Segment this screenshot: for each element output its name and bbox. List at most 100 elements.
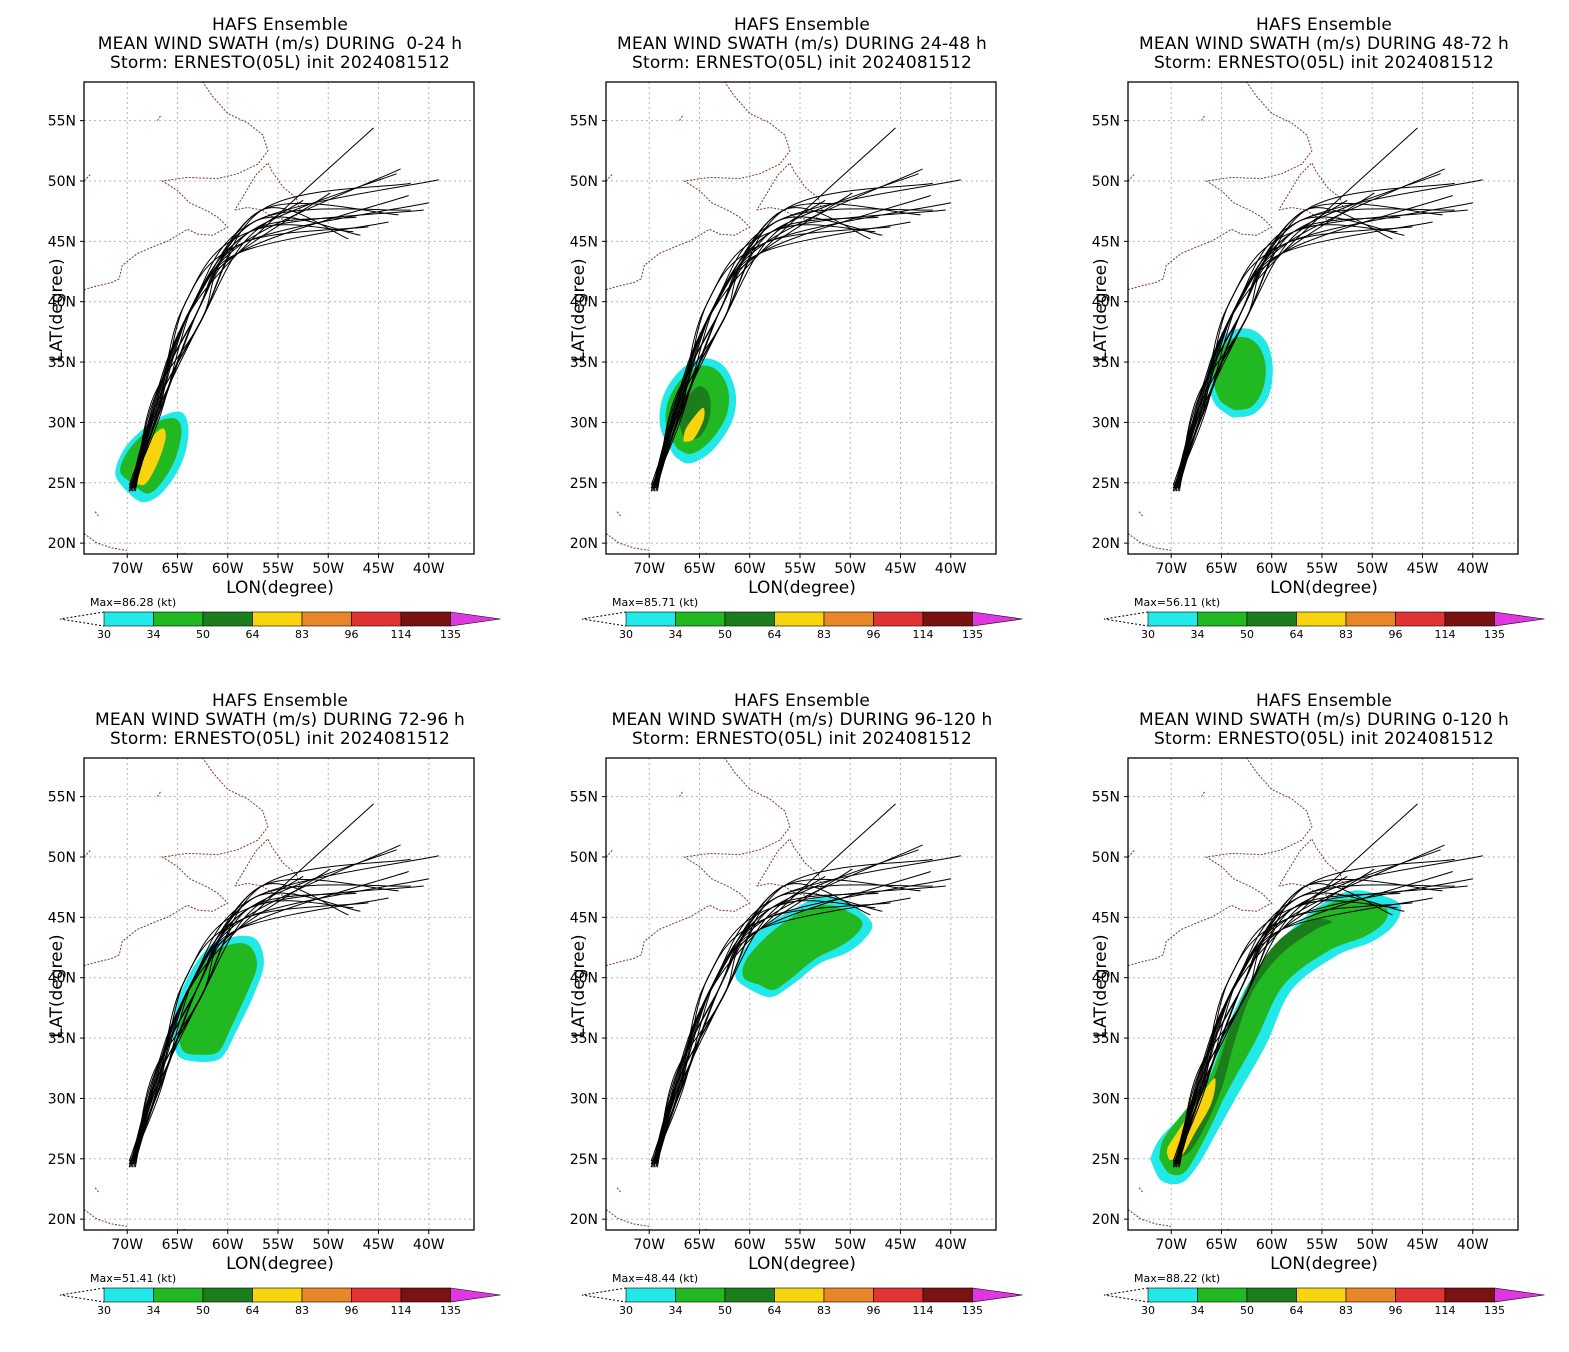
coast-segment-3 xyxy=(156,790,162,797)
colorbar-label: 96 xyxy=(1389,1304,1403,1317)
map-panel-24-48h: HAFS Ensemble MEAN WIND SWATH (m/s) DURI… xyxy=(542,0,1062,660)
colorbar-label: 30 xyxy=(619,628,633,641)
panel-title-line2: MEAN WIND SWATH (m/s) DURING 96-120 h xyxy=(611,710,993,730)
coast-segment-0 xyxy=(1128,82,1313,291)
lat-tick-label: 45N xyxy=(570,234,598,250)
track-15 xyxy=(650,868,853,1168)
colorbar-label: 135 xyxy=(962,628,983,641)
lon-tick-label: 60W xyxy=(212,1237,244,1253)
lat-tick-label: 55N xyxy=(1092,790,1120,806)
lat-tick-label: 50N xyxy=(1092,174,1120,190)
panel-title-line1: HAFS Ensemble xyxy=(1255,15,1393,35)
colorbar-label: 135 xyxy=(440,628,461,641)
colorbar-segment xyxy=(1246,1287,1297,1303)
panel-title-line2: MEAN WIND SWATH (m/s) DURING 0-120 h xyxy=(1139,710,1509,730)
lon-tick-label: 50W xyxy=(312,561,344,577)
lat-tick-label: 35N xyxy=(1092,1031,1120,1047)
x-axis-label: LON(degree) xyxy=(1270,1254,1378,1274)
colorbar-segment xyxy=(400,1287,451,1303)
y-axis-label: LAT(degree) xyxy=(1091,934,1111,1038)
lon-tick-label: 60W xyxy=(1256,561,1288,577)
lat-tick-label: 55N xyxy=(570,114,598,130)
lat-tick-label: 45N xyxy=(1092,910,1120,926)
lon-tick-label: 40W xyxy=(413,1237,445,1253)
lon-tick-label: 45W xyxy=(363,1237,395,1253)
lon-tick-label: 60W xyxy=(212,561,244,577)
track-11 xyxy=(1174,902,1413,1162)
colorbar-segment xyxy=(301,1287,352,1303)
track-13 xyxy=(1177,216,1405,489)
colorbar-label: 64 xyxy=(1290,628,1304,641)
lat-tick-label: 50N xyxy=(570,174,598,190)
map-plot: 55N 50N 45N 40N 35N 30N 25N 20N 70W 65W 60W 55W 50W 4… xyxy=(1092,757,1545,1317)
colorbar-label: 30 xyxy=(1141,628,1155,641)
colorbar-segment xyxy=(675,1287,726,1303)
map-plot: 55N 50N 45N 40N 35N 30N 25N 20N 70W 65W 60W 55W 50W 4… xyxy=(570,81,1023,641)
wind-swath xyxy=(659,358,737,464)
lat-tick-label: 35N xyxy=(570,1031,598,1047)
lat-tick-label: 50N xyxy=(48,174,76,190)
lat-tick-label: 30N xyxy=(570,1091,598,1107)
lat-tick-label: 55N xyxy=(570,790,598,806)
track-11 xyxy=(652,902,891,1162)
panel-title-line1: HAFS Ensemble xyxy=(1255,691,1393,711)
lon-tick-label: 65W xyxy=(162,561,194,577)
track-17 xyxy=(131,892,357,1162)
coast-segment-2 xyxy=(606,849,614,858)
swath-contour-1 xyxy=(742,905,863,990)
coast-segment-4 xyxy=(606,533,650,551)
x-axis-label: LON(degree) xyxy=(748,1254,856,1274)
coast-segment-4 xyxy=(84,533,128,551)
lat-tick-label: 55N xyxy=(48,790,76,806)
lat-tick-label: 40N xyxy=(48,971,76,987)
panel-title-line2: MEAN WIND SWATH (m/s) DURING 0-24 h xyxy=(97,34,463,54)
track-17 xyxy=(653,892,879,1162)
colorbar-label: 50 xyxy=(196,1304,210,1317)
lon-tick-label: 65W xyxy=(684,561,716,577)
track-10 xyxy=(128,897,389,1165)
max-wind-label: Max=86.28 (kt) xyxy=(90,596,177,609)
colorbar-label: 83 xyxy=(295,1304,309,1317)
coast-segment-4 xyxy=(1128,533,1172,551)
lon-tick-label: 40W xyxy=(935,1237,967,1253)
track-2 xyxy=(131,849,397,1162)
track-15 xyxy=(128,868,331,1168)
lat-tick-label: 30N xyxy=(48,415,76,431)
coast-segment-5 xyxy=(616,511,622,517)
colorbar-segment xyxy=(724,611,775,627)
coastline xyxy=(1128,758,1345,1230)
panel-title-line2: MEAN WIND SWATH (m/s) DURING 24-48 h xyxy=(617,34,987,54)
panel-title-line3: Storm: ERNESTO(05L) init 2024081512 xyxy=(1153,729,1495,749)
lon-tick-label: 70W xyxy=(633,1237,665,1253)
lon-tick-label: 55W xyxy=(784,1237,816,1253)
colorbar-label: 34 xyxy=(147,628,161,641)
colorbar-label: 114 xyxy=(913,1304,934,1317)
colorbar-label: 96 xyxy=(867,1304,881,1317)
lat-tick-label: 50N xyxy=(48,850,76,866)
colorbar-label: 96 xyxy=(345,1304,359,1317)
map-plot: 55N 50N 45N 40N 35N 30N 25N 20N 70W 65W 60W 55W 50W 4… xyxy=(570,757,1023,1317)
coast-segment-4 xyxy=(84,1209,128,1227)
colorbar-segment xyxy=(400,611,451,627)
lon-tick-label: 45W xyxy=(1407,1237,1439,1253)
colorbar-segment xyxy=(1444,611,1495,627)
lon-tick-label: 40W xyxy=(1457,561,1489,577)
lat-tick-label: 20N xyxy=(1092,1212,1120,1228)
colorbar-segment xyxy=(922,1287,973,1303)
colorbar-segment xyxy=(1444,1287,1495,1303)
lon-tick-label: 55W xyxy=(784,561,816,577)
track-17 xyxy=(1175,892,1401,1162)
colorbar-high-arrow xyxy=(972,1287,1023,1303)
lat-tick-label: 55N xyxy=(1092,114,1120,130)
plot-frame xyxy=(1127,757,1519,1231)
track-16 xyxy=(130,875,304,1165)
track-16 xyxy=(652,199,826,489)
max-wind-label: Max=85.71 (kt) xyxy=(612,596,699,609)
colorbar-low-arrow xyxy=(581,1287,627,1303)
colorbar-segment xyxy=(625,1287,676,1303)
lat-tick-label: 25N xyxy=(1092,1152,1120,1168)
lon-tick-label: 40W xyxy=(1457,1237,1489,1253)
swath-contour-1 xyxy=(178,943,257,1055)
colorbar-segment xyxy=(1147,611,1198,627)
lon-tick-label: 55W xyxy=(1306,561,1338,577)
